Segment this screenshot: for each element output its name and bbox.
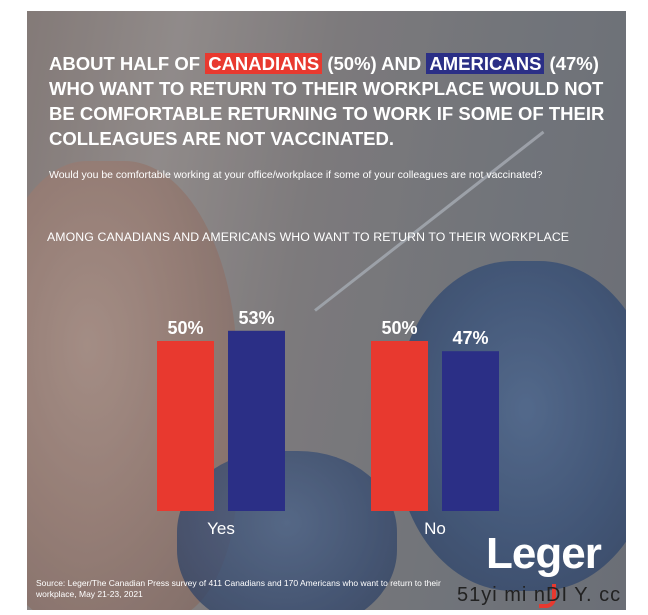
bar-americans-yes [228, 330, 285, 511]
headline-part1: ABOUT HALF OF [49, 53, 206, 74]
category-label-yes: Yes [207, 519, 235, 538]
headline: ABOUT HALF OF CANADIANS (50%) AND AMERIC… [49, 51, 614, 151]
headline-americans-highlight: AMERICANS [426, 53, 545, 74]
source-note: Source: Leger/The Canadian Press survey … [36, 578, 441, 599]
question-subtitle: Would you be comfortable working at your… [49, 169, 543, 181]
bar-americans-no [442, 351, 499, 511]
leger-logo: Leger [486, 529, 602, 578]
background-shade [27, 11, 626, 610]
background-glove-photo [396, 261, 626, 591]
headline-part3: (47%) WHO WANT TO RETURN TO THEIR WORKPL… [49, 53, 605, 149]
data-label-canadians-yes: 50% [167, 318, 203, 338]
base-label: AMONG CANADIANS AND AMERICANS WHO WANT T… [47, 230, 570, 244]
bar-chart: 50% 53% Yes 50% 47% No [157, 308, 499, 538]
category-label-no: No [424, 519, 446, 538]
bar-canadians-no [371, 341, 428, 511]
data-label-americans-no: 47% [452, 328, 488, 348]
bar-canadians-yes [157, 341, 214, 511]
headline-part2: (50%) AND [322, 53, 427, 74]
data-label-canadians-no: 50% [381, 318, 417, 338]
leger-logo-mark [539, 584, 556, 608]
data-label-americans-yes: 53% [238, 308, 274, 328]
watermark: 51yi mi nDI Y. cc [457, 584, 622, 606]
infographic-panel: ABOUT HALF OF CANADIANS (50%) AND AMERIC… [27, 11, 626, 610]
headline-canadians-highlight: CANADIANS [205, 53, 323, 74]
